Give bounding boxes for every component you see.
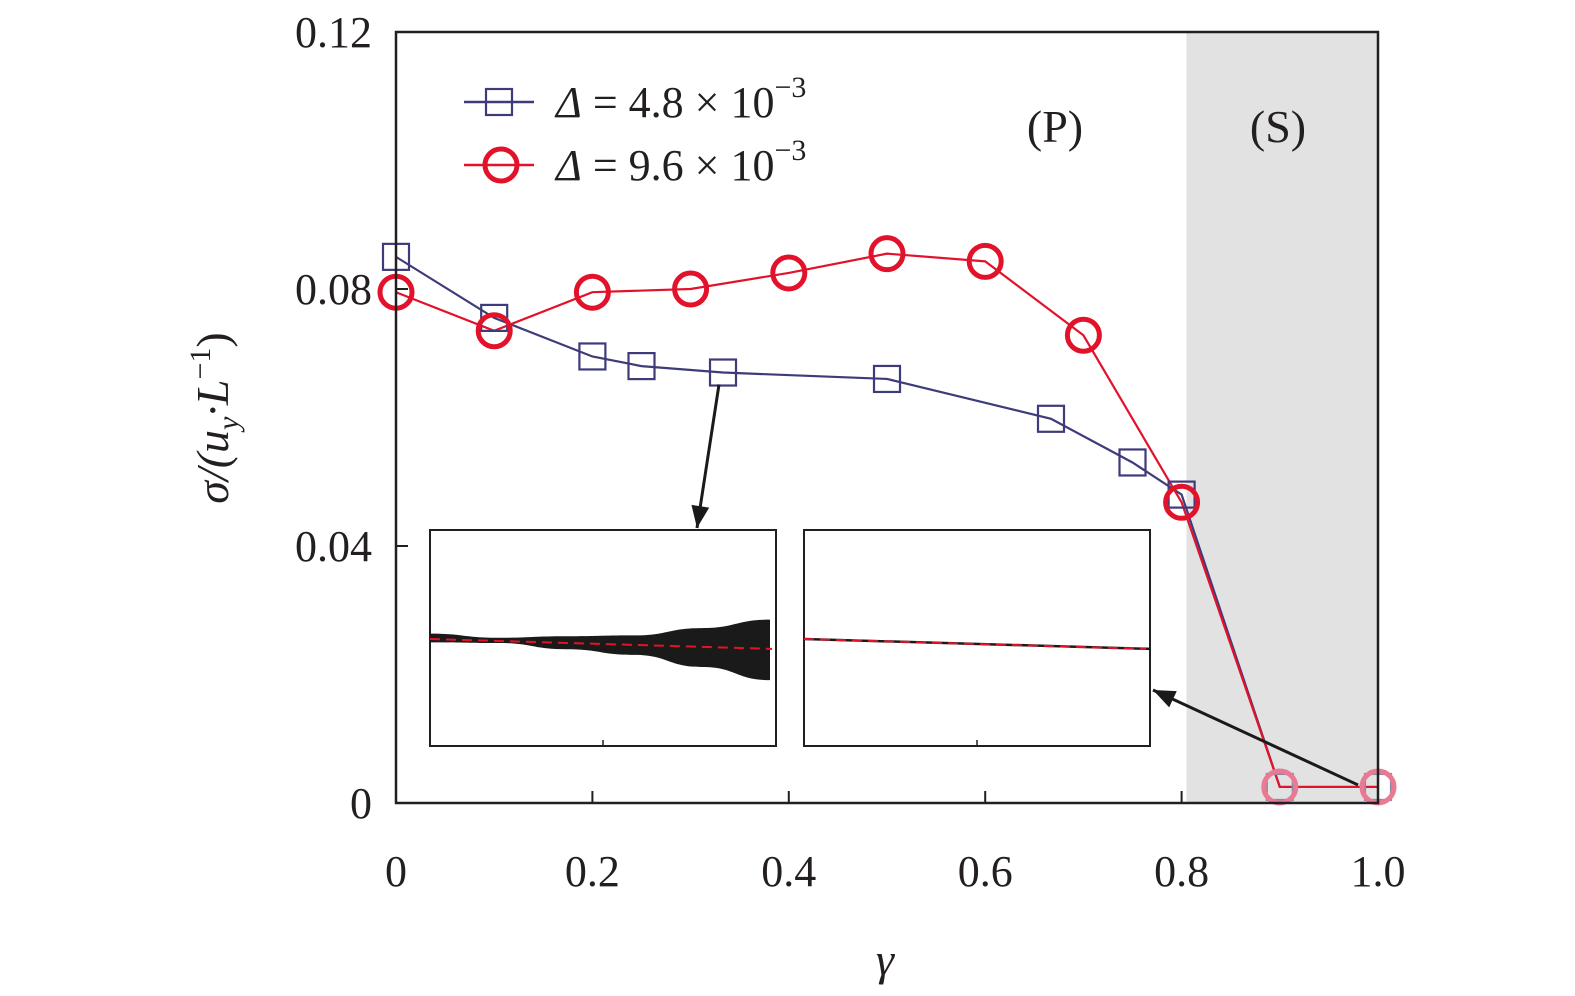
legend-label-1: Δ = 4.8 × 10−3 bbox=[554, 71, 806, 127]
series-1-point bbox=[708, 358, 738, 387]
arrow-to-inset-oscillating-head bbox=[691, 504, 710, 528]
series-1-point bbox=[1036, 404, 1066, 433]
shaded-region-layer bbox=[1186, 32, 1378, 803]
series-line-1 bbox=[395, 255, 1378, 789]
y-tick-label: 0.08 bbox=[295, 265, 372, 314]
x-tick-label: 1.0 bbox=[1351, 847, 1406, 896]
series-2-point bbox=[672, 270, 710, 308]
inset-oscillation-envelope bbox=[430, 619, 770, 681]
y-tick-label: 0 bbox=[350, 779, 372, 828]
legend-marker-square bbox=[484, 87, 514, 117]
x-tick-label: 0 bbox=[385, 847, 407, 896]
insets-layer bbox=[429, 384, 1359, 787]
arrow-to-inset-oscillating bbox=[695, 384, 721, 529]
axes-layer: 0 0.2 0.4 0.6 0.8 1.0 0 0.04 0.08 0.12 bbox=[295, 8, 1406, 896]
arrow-to-inset-steady bbox=[1152, 688, 1359, 787]
series-1-point bbox=[627, 352, 656, 381]
series-2-point bbox=[868, 235, 906, 273]
inset-oscillating bbox=[429, 529, 777, 747]
series-2-point bbox=[1064, 316, 1102, 354]
series-2-point bbox=[770, 254, 808, 292]
legend: Δ = 4.8 × 10−3 Δ = 9.6 × 10−3 bbox=[464, 71, 806, 190]
x-tick-label: 0.2 bbox=[565, 847, 620, 896]
region-label-p: (P) bbox=[1027, 101, 1083, 152]
inset-mean-dashed-line bbox=[429, 638, 773, 650]
inset-steady bbox=[803, 529, 1151, 747]
x-tick-label: 0.6 bbox=[958, 847, 1013, 896]
series-1-point bbox=[1265, 772, 1294, 802]
shaded-region-s bbox=[1186, 32, 1378, 803]
series-line-2 bbox=[395, 252, 1378, 789]
series-2-point bbox=[573, 273, 611, 311]
legend-label-2: Δ = 9.6 × 10−3 bbox=[554, 134, 806, 190]
y-tick-label: 0.04 bbox=[295, 522, 372, 571]
legend-marker-circle bbox=[482, 146, 520, 184]
arrow-to-inset-steady-head bbox=[1153, 690, 1177, 708]
series-2-point bbox=[475, 312, 513, 350]
series-1-point bbox=[578, 342, 607, 371]
plot-frame bbox=[394, 30, 1380, 805]
x-axis-label: γ bbox=[876, 934, 896, 985]
y-axis-label: σ/(uy·L−1) bbox=[184, 332, 245, 503]
series-markers-layer bbox=[377, 235, 1397, 806]
inset-mean-dashed-line bbox=[803, 638, 1147, 650]
series-lines-layer bbox=[395, 252, 1378, 789]
series-1-point bbox=[872, 364, 902, 394]
series-2-point bbox=[966, 242, 1004, 280]
inset-frame bbox=[803, 529, 1151, 747]
series-2-point bbox=[1163, 483, 1201, 521]
y-tick-label: 0.12 bbox=[295, 8, 372, 57]
region-label-s: (S) bbox=[1250, 101, 1306, 152]
x-tick-label: 0.4 bbox=[761, 847, 816, 896]
series-1-point bbox=[1118, 448, 1147, 477]
x-tick-label: 0.8 bbox=[1154, 847, 1209, 896]
